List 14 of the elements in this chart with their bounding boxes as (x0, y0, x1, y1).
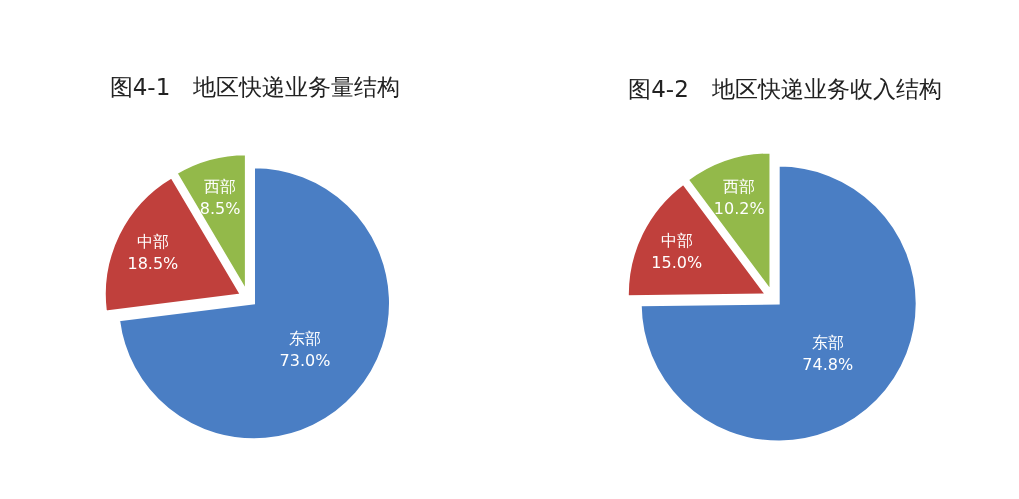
slice-label: 东部 (811, 333, 844, 353)
data-label: 18.5% (127, 254, 179, 274)
data-label: 8.5% (199, 198, 241, 218)
data-label: 73.0% (279, 351, 331, 371)
slice-label: 西部 (723, 177, 756, 197)
slice-label: 中部 (660, 231, 693, 251)
slice-label: 东部 (289, 329, 322, 349)
chart-title: 图4-2 地区快递业务收入结构 (628, 76, 942, 102)
data-label: 10.2% (713, 199, 765, 219)
data-label: 74.8% (802, 355, 854, 375)
slice-label: 中部 (136, 232, 169, 252)
chart-title: 图4-1 地区快递业务量结构 (109, 74, 401, 100)
data-label: 15.0% (651, 253, 703, 273)
slice-label: 西部 (204, 176, 237, 196)
